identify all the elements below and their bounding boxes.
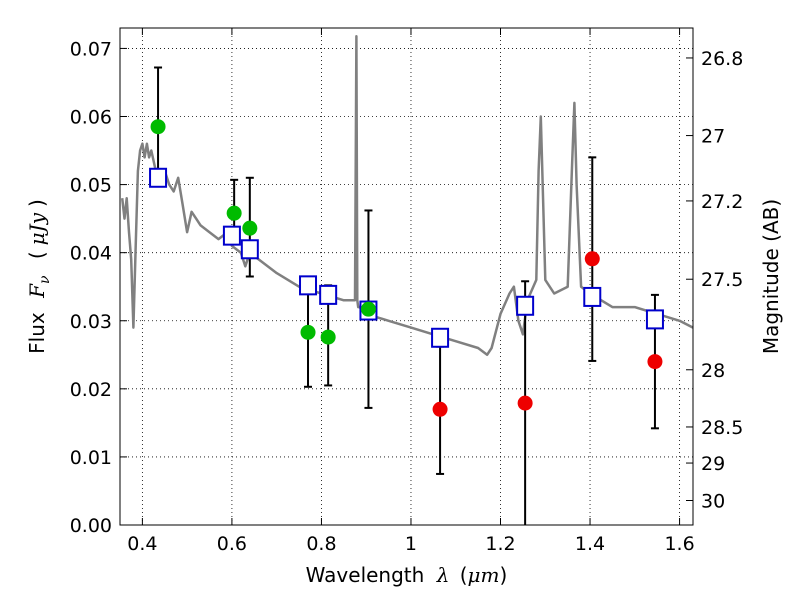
y-tick-label: 0.04 <box>70 243 112 265</box>
y-tick-label: 0.02 <box>70 379 112 401</box>
y2-tick-label: 27 <box>701 126 725 148</box>
model-spectrum <box>120 34 694 357</box>
x-tick-label: 0.6 <box>217 533 247 555</box>
model-point <box>319 284 338 305</box>
model-point <box>299 275 318 296</box>
y2-tick-label: 29 <box>701 453 725 475</box>
y2-tick-label: 28.5 <box>701 417 743 439</box>
y-tick-label: 0.00 <box>70 515 112 537</box>
x-tick-label: 1.4 <box>575 533 605 555</box>
non-detection-point <box>647 354 663 370</box>
model-point <box>149 167 168 188</box>
model-point <box>516 295 535 316</box>
y-tick-label: 0.03 <box>70 311 112 333</box>
y-tick-label: 0.06 <box>70 107 112 129</box>
non-detection-point <box>517 395 533 411</box>
error-bars <box>154 66 659 525</box>
model-point <box>431 327 450 348</box>
axis-ticks: 0.4 0.6 0.8 1 1.2 1.4 1.6 0.00 0.01 0.02 0.03 0.04 0… <box>70 28 743 555</box>
x-tick-label: 1.2 <box>485 533 515 555</box>
plot-frame <box>119 27 694 526</box>
y2-tick-label: 28 <box>701 360 725 382</box>
model-point <box>645 309 664 330</box>
y2-tick-label: 27.5 <box>701 269 743 291</box>
detection-point <box>242 220 258 236</box>
detection-point <box>150 119 166 135</box>
x-tick-label: 1 <box>405 533 417 555</box>
y-tick-label: 0.01 <box>70 447 112 469</box>
non-detection-point <box>584 251 600 267</box>
grid <box>120 28 693 526</box>
x-tick-label: 0.4 <box>127 533 157 555</box>
data-points <box>149 119 664 417</box>
y-tick-label: 0.05 <box>70 175 112 197</box>
x-tick-label: 1.6 <box>664 533 694 555</box>
model-point <box>240 239 259 260</box>
non-detection-point <box>432 401 448 417</box>
detection-point <box>300 324 316 340</box>
detection-point <box>320 329 336 345</box>
y2-axis-label: Magnitude (AB) <box>759 199 783 354</box>
detection-point <box>226 205 242 221</box>
y-tick-label: 0.07 <box>70 38 112 60</box>
spectrum-line <box>120 34 694 357</box>
model-point <box>583 286 602 307</box>
x-tick-label: 0.8 <box>306 533 336 555</box>
y2-tick-label: 30 <box>701 490 725 512</box>
detection-point <box>360 301 376 317</box>
y2-tick-label: 27.2 <box>701 191 743 213</box>
y-axis-label: Flux Fν (μJy) <box>25 199 54 354</box>
y2-tick-label: 26.8 <box>701 48 743 70</box>
x-axis-label: Wavelength λ (μm) <box>306 563 508 587</box>
model-point <box>222 225 241 246</box>
